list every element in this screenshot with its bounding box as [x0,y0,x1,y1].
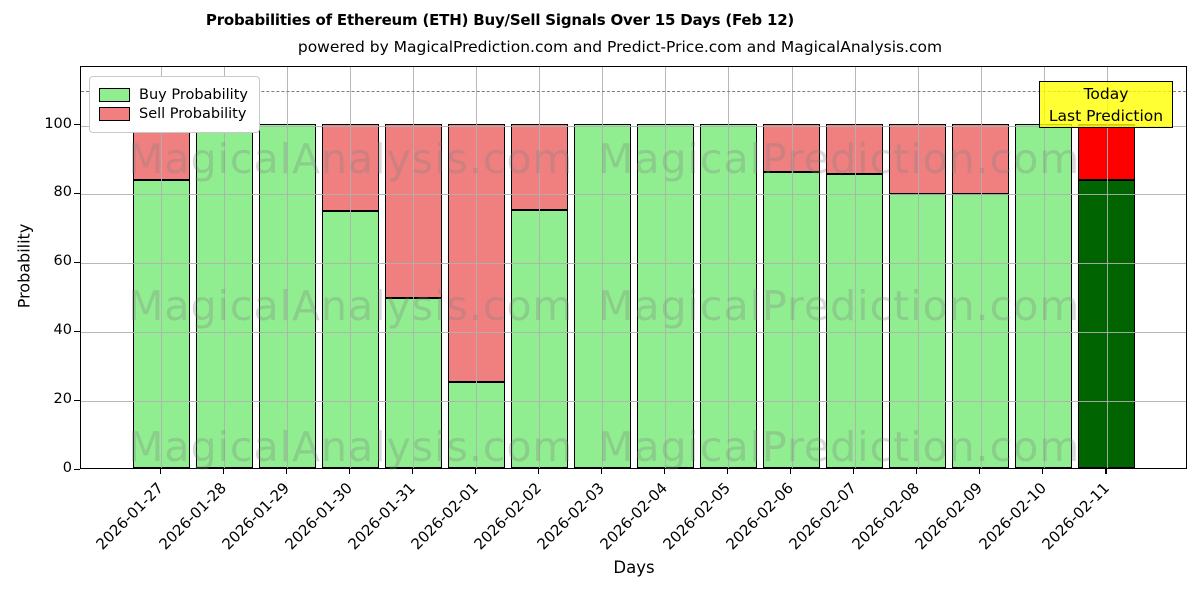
x-tick-mark [853,469,855,474]
y-tick-mark [74,261,80,264]
v-gridline [1106,67,1108,468]
x-tick-mark [222,469,224,474]
today-annotation: Today Last Prediction [1039,81,1173,128]
today-annotation-line2: Last Prediction [1048,107,1164,125]
legend-item-sell: Sell Probability [99,106,248,122]
x-axis-label: Days [613,558,655,577]
y-tick-mark [74,192,80,195]
sell-color-swatch [99,107,130,121]
grid-layer [81,67,1186,468]
x-tick-label: 2026-02-02 [470,479,546,554]
y-tick-label: 0 [62,460,72,476]
x-tick-mark [979,469,981,474]
x-tick-label: 2026-01-31 [344,479,419,554]
x-tick-label: 2026-01-27 [92,479,167,554]
plot-area: Buy Probability Sell Probability [80,66,1187,469]
y-tick-mark [74,124,80,126]
v-gridline [1043,67,1045,468]
y-tick-label: 60 [53,253,72,270]
legend: Buy Probability Sell Probability [89,76,260,133]
x-tick-mark [537,469,540,474]
x-tick-label: 2026-02-03 [533,479,609,554]
h-gridline [81,194,1186,196]
y-tick-label: 20 [53,391,72,408]
x-tick-label: 2026-02-05 [659,479,735,554]
v-gridline [350,67,352,468]
x-tick-label: 2026-01-28 [155,479,230,554]
x-tick-label: 2026-01-30 [281,479,356,554]
h-gridline [81,263,1186,265]
dashed-threshold-line [81,91,1186,92]
x-tick-mark [348,469,350,474]
x-tick-mark [411,469,413,474]
legend-label-buy: Buy Probability [139,87,248,103]
v-gridline [539,67,541,468]
today-annotation-line1: Today [1083,85,1129,103]
x-tick-mark [726,469,729,474]
legend-item-buy: Buy Probability [99,87,248,103]
y-tick-label: 80 [53,184,72,201]
v-gridline [854,67,856,468]
x-tick-mark [916,469,918,474]
x-tick-mark [1042,469,1044,474]
v-gridline [728,67,730,468]
h-gridline [81,332,1186,334]
x-tick-mark [663,469,666,474]
v-gridline [602,67,604,468]
x-tick-label: 2026-02-01 [407,479,482,554]
buy-color-swatch [99,88,130,102]
h-gridline [81,401,1186,403]
v-gridline [224,67,226,468]
v-gridline [791,67,793,468]
v-gridline [287,67,289,468]
v-gridline [476,67,478,468]
x-tick-label: 2026-01-29 [218,479,293,554]
x-tick-mark [1105,469,1107,474]
x-tick-mark [159,469,161,474]
v-gridline [980,67,982,468]
y-tick-label: 100 [44,115,72,132]
v-gridline [917,67,919,468]
h-gridline [81,125,1186,127]
x-tick-label: 2026-02-10 [975,479,1050,554]
v-gridline [665,67,667,468]
y-tick-mark [74,468,80,470]
y-tick-mark [74,399,80,401]
x-tick-label: 2026-02-06 [722,479,798,554]
v-gridline [413,67,415,468]
y-tick-label: 40 [53,322,72,339]
v-gridline [161,67,162,468]
y-tick-mark [74,330,80,333]
x-tick-label: 2026-02-04 [596,479,672,554]
x-tick-mark [285,469,287,474]
x-tick-label: 2026-02-09 [911,479,987,554]
x-tick-mark [790,469,792,474]
x-tick-mark [600,469,603,474]
legend-label-sell: Sell Probability [139,106,247,122]
x-tick-mark [474,469,477,474]
chart-subtitle: powered by MagicalPrediction.com and Pre… [297,38,943,56]
chart-title: Probabilities of Ethereum (ETH) Buy/Sell… [205,11,795,29]
